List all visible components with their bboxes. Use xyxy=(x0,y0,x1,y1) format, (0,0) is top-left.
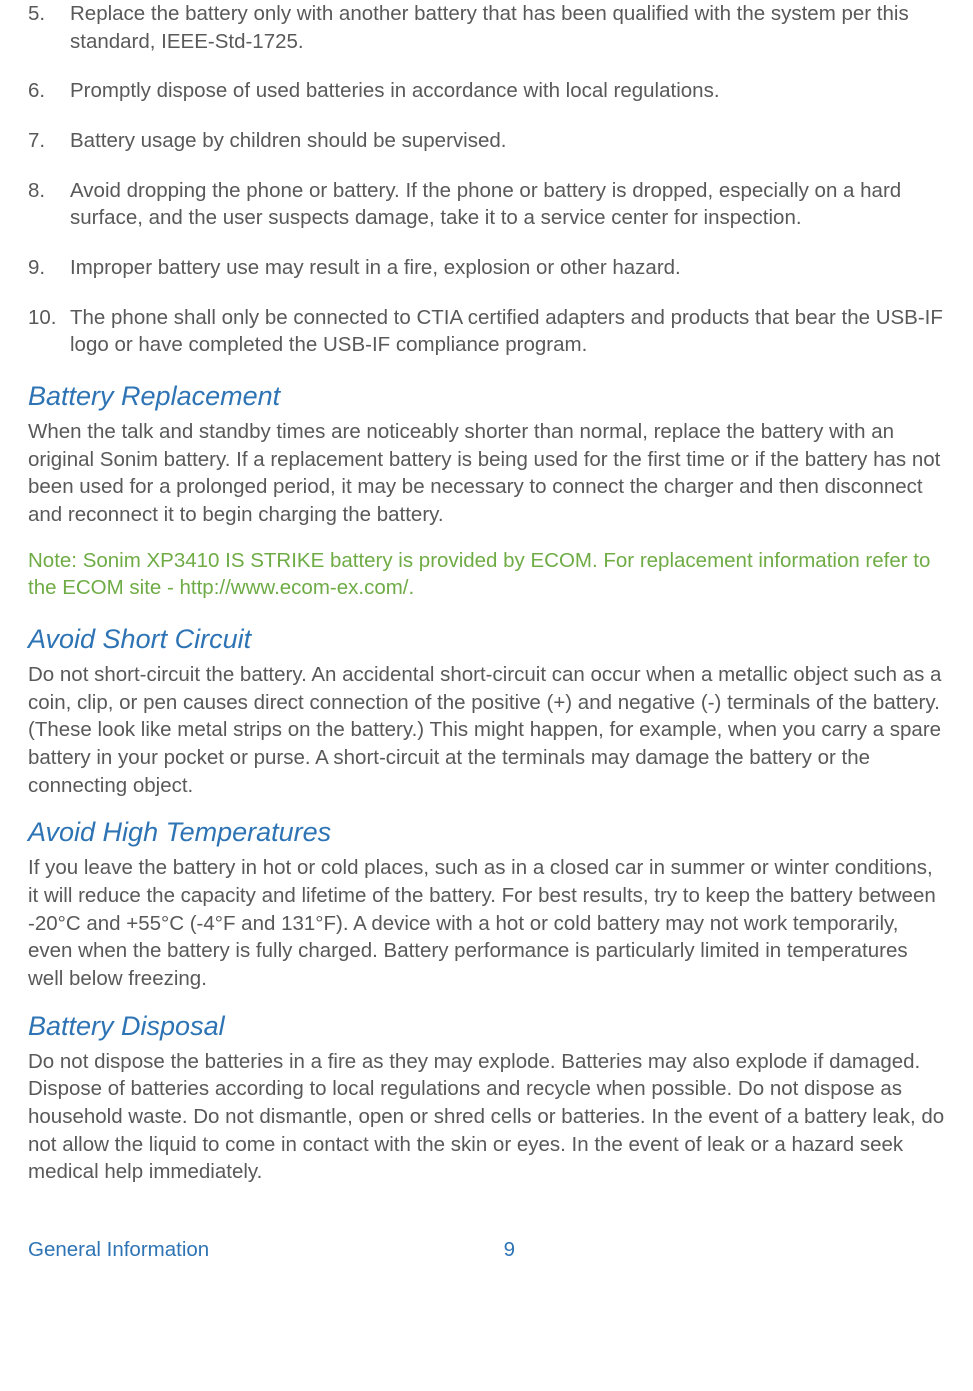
list-item: 10. The phone shall only be connected to… xyxy=(28,304,945,359)
list-text: Battery usage by children should be supe… xyxy=(70,127,945,155)
body-battery-disposal: Do not dispose the batteries in a fire a… xyxy=(28,1048,945,1186)
list-number: 7. xyxy=(28,127,70,155)
list-item: 8. Avoid dropping the phone or battery. … xyxy=(28,177,945,232)
note-battery-replacement: Note: Sonim XP3410 IS STRIKE battery is … xyxy=(28,547,945,602)
list-text: Improper battery use may result in a fir… xyxy=(70,254,945,282)
list-number: 5. xyxy=(28,0,70,55)
list-text: The phone shall only be connected to CTI… xyxy=(70,304,945,359)
list-text: Avoid dropping the phone or battery. If … xyxy=(70,177,945,232)
body-battery-replacement: When the talk and standby times are noti… xyxy=(28,418,945,529)
page-footer: General Information 9 xyxy=(28,1238,945,1262)
list-item: 6. Promptly dispose of used batteries in… xyxy=(28,77,945,105)
body-avoid-short-circuit: Do not short-circuit the battery. An acc… xyxy=(28,661,945,799)
footer-page-number: 9 xyxy=(504,1238,515,1262)
list-text: Promptly dispose of used batteries in ac… xyxy=(70,77,945,105)
list-item: 5. Replace the battery only with another… xyxy=(28,0,945,55)
list-number: 10. xyxy=(28,304,70,359)
heading-battery-disposal: Battery Disposal xyxy=(28,1011,945,1042)
footer-section-label: General Information xyxy=(28,1238,209,1262)
heading-battery-replacement: Battery Replacement xyxy=(28,381,945,412)
list-item: 7. Battery usage by children should be s… xyxy=(28,127,945,155)
body-avoid-high-temperatures: If you leave the battery in hot or cold … xyxy=(28,854,945,992)
numbered-list: 5. Replace the battery only with another… xyxy=(28,0,945,359)
list-text: Replace the battery only with another ba… xyxy=(70,0,945,55)
heading-avoid-high-temperatures: Avoid High Temperatures xyxy=(28,817,945,848)
heading-avoid-short-circuit: Avoid Short Circuit xyxy=(28,624,945,655)
list-number: 8. xyxy=(28,177,70,232)
list-number: 9. xyxy=(28,254,70,282)
list-item: 9. Improper battery use may result in a … xyxy=(28,254,945,282)
list-number: 6. xyxy=(28,77,70,105)
